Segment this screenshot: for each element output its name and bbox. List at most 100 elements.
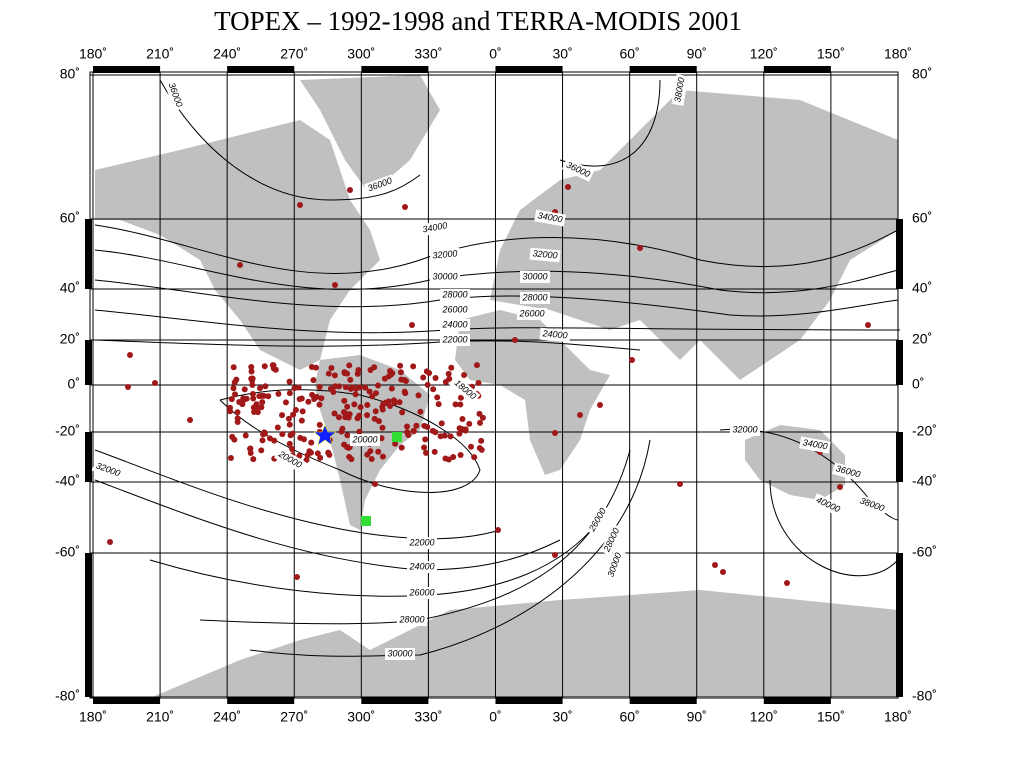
site (392, 440, 399, 447)
site (402, 204, 408, 210)
contour-label: 22000 (441, 334, 467, 344)
contour-label-bg (671, 74, 689, 106)
site (265, 393, 272, 400)
graticule (85, 66, 903, 704)
site (426, 369, 433, 376)
site (404, 423, 411, 430)
site (291, 385, 298, 392)
site (299, 408, 306, 415)
site (352, 391, 359, 398)
frame-bar (896, 432, 903, 482)
site (275, 390, 282, 397)
site (346, 362, 353, 369)
contour-label-bg (585, 504, 611, 536)
lat-label: -60˚ (55, 544, 80, 560)
site (351, 401, 358, 408)
site (230, 385, 237, 392)
contour-label: 24000 (441, 319, 467, 329)
site (248, 375, 255, 382)
lon-label: 60˚ (620, 709, 640, 725)
site (247, 445, 254, 452)
site (423, 449, 430, 456)
frame-bar (227, 697, 295, 704)
contour-label-bg (799, 436, 831, 454)
contour-label: 34000 (802, 437, 828, 451)
site (261, 363, 268, 370)
lat-label: 20˚ (60, 331, 80, 347)
site (242, 432, 249, 439)
site (313, 393, 320, 400)
site (286, 390, 293, 397)
contour-label-bg (164, 78, 186, 112)
site (512, 337, 518, 343)
site (375, 418, 382, 425)
lat-label: 80˚ (60, 66, 80, 82)
site (479, 414, 486, 421)
frame-bar (85, 219, 92, 289)
site (461, 371, 468, 378)
site (420, 374, 427, 381)
site (421, 444, 428, 451)
site (286, 421, 293, 428)
contour-label: 38000 (672, 77, 686, 103)
site (459, 415, 466, 422)
site (457, 452, 464, 459)
lon-label: 120˚ (750, 709, 778, 725)
lon-label: 0˚ (489, 46, 501, 62)
lat-label: 60˚ (912, 210, 932, 226)
site (240, 395, 247, 402)
site (250, 404, 257, 411)
site (865, 322, 871, 328)
site (292, 407, 299, 414)
contour-label-bg (440, 289, 470, 301)
site (379, 424, 386, 431)
site (353, 385, 360, 392)
frame-bar (896, 340, 903, 385)
contour-label: 32000 (432, 248, 458, 260)
lon-label: 90˚ (687, 46, 707, 62)
frame-bar (85, 432, 92, 482)
site (387, 367, 394, 374)
frame-bar (763, 697, 831, 704)
site (379, 453, 386, 460)
lat-label: 60˚ (60, 210, 80, 226)
contour-label-bg (385, 648, 415, 660)
contour-label-bg (274, 447, 306, 473)
site (399, 409, 406, 416)
lat-label: 80˚ (912, 66, 932, 82)
site (336, 383, 343, 390)
site (434, 394, 441, 401)
frame-bar (93, 66, 161, 73)
site (462, 427, 469, 434)
site (107, 539, 113, 545)
contour-label-bg (561, 158, 595, 182)
site (241, 386, 248, 393)
frame-bar (763, 66, 831, 73)
contour-label: 26000 (408, 587, 434, 597)
contour-label-bg (520, 292, 550, 304)
lon-label: 150˚ (817, 709, 845, 725)
lat-label: -80˚ (55, 688, 80, 704)
lat-label: -40˚ (55, 473, 80, 489)
site (256, 393, 263, 400)
site (325, 449, 332, 456)
site (305, 398, 312, 405)
site (327, 385, 334, 392)
contour-label-bg (855, 494, 889, 516)
site (127, 352, 133, 358)
site (317, 454, 324, 461)
site (342, 414, 349, 421)
site (379, 406, 386, 413)
site (712, 562, 718, 568)
site (367, 366, 374, 373)
site (285, 415, 292, 422)
site (565, 184, 571, 190)
site (257, 385, 264, 392)
site (677, 481, 683, 487)
site (336, 414, 343, 421)
site (421, 422, 428, 429)
site (435, 401, 442, 408)
site (438, 420, 445, 427)
site (471, 454, 478, 461)
site (397, 362, 404, 369)
